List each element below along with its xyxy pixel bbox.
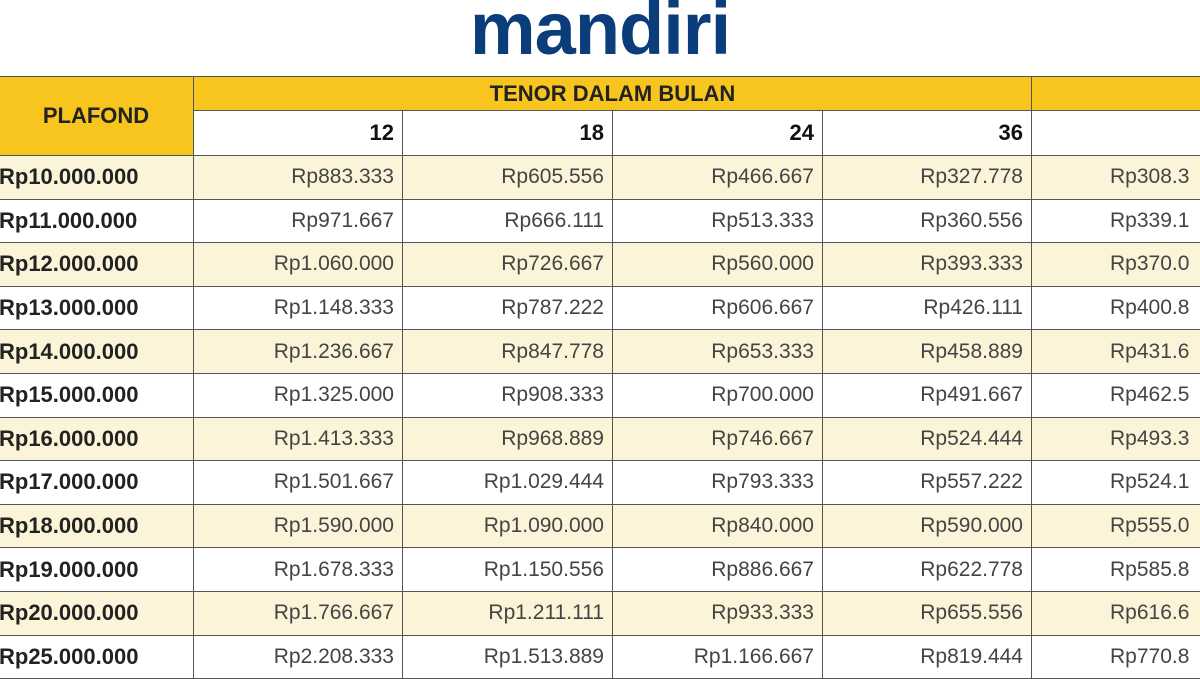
installment-cell: Rp590.000 xyxy=(822,503,1032,549)
installment-cell: Rp360.556 xyxy=(822,198,1032,244)
installment-cell: Rp653.333 xyxy=(612,329,823,374)
plafond-cell: Rp18.000.000 xyxy=(0,503,194,549)
installment-cell: Rp971.667 xyxy=(193,198,403,244)
installment-cell: Rp666.111 xyxy=(402,198,613,244)
installment-cell: Rp493.3 xyxy=(1031,416,1200,462)
installment-cell: Rp1.148.333 xyxy=(193,285,403,331)
installment-cell: Rp746.667 xyxy=(612,416,823,462)
installment-cell: Rp426.111 xyxy=(822,285,1032,331)
installment-cell: Rp513.333 xyxy=(612,198,823,244)
installment-cell: Rp1.150.556 xyxy=(402,547,613,592)
installment-cell: Rp1.325.000 xyxy=(193,373,403,418)
installment-cell: Rp458.889 xyxy=(822,329,1032,374)
installment-cell: Rp1.678.333 xyxy=(193,547,403,592)
installment-cell: Rp886.667 xyxy=(612,547,823,592)
installment-cell: Rp1.166.667 xyxy=(612,634,823,679)
column-header: 36 xyxy=(822,110,1032,156)
installment-cell: Rp557.222 xyxy=(822,460,1032,505)
plafond-cell: Rp14.000.000 xyxy=(0,329,194,374)
installment-cell: Rp524.444 xyxy=(822,416,1032,462)
installment-cell: Rp605.556 xyxy=(402,155,613,200)
column-header: 24 xyxy=(612,110,823,156)
plafond-cell: Rp13.000.000 xyxy=(0,285,194,331)
column-header xyxy=(1031,110,1200,156)
installment-cell: Rp622.778 xyxy=(822,547,1032,592)
installment-cell: Rp847.778 xyxy=(402,329,613,374)
plafond-cell: Rp12.000.000 xyxy=(0,242,194,287)
installment-cell: Rp1.236.667 xyxy=(193,329,403,374)
plafond-cell: Rp16.000.000 xyxy=(0,416,194,462)
installment-cell: Rp491.667 xyxy=(822,373,1032,418)
installment-cell: Rp393.333 xyxy=(822,242,1032,287)
installment-cell: Rp1.060.000 xyxy=(193,242,403,287)
plafond-cell: Rp15.000.000 xyxy=(0,373,194,418)
installment-cell: Rp700.000 xyxy=(612,373,823,418)
plafond-cell: Rp19.000.000 xyxy=(0,547,194,592)
plafond-header: PLAFOND xyxy=(0,76,194,156)
column-header: 12 xyxy=(193,110,403,156)
installment-cell: Rp908.333 xyxy=(402,373,613,418)
installment-cell: Rp560.000 xyxy=(612,242,823,287)
installment-cell: Rp431.6 xyxy=(1031,329,1200,374)
installment-cell: Rp883.333 xyxy=(193,155,403,200)
logo: mandiri xyxy=(469,0,731,70)
installment-cell: Rp726.667 xyxy=(402,242,613,287)
plafond-cell: Rp20.000.000 xyxy=(0,591,194,636)
installment-cell: Rp400.8 xyxy=(1031,285,1200,331)
column-header: 18 xyxy=(402,110,613,156)
installment-cell: Rp1.590.000 xyxy=(193,503,403,549)
installment-cell: Rp585.8 xyxy=(1031,547,1200,592)
installment-cell: Rp933.333 xyxy=(612,591,823,636)
installment-cell: Rp1.090.000 xyxy=(402,503,613,549)
installment-cell: Rp462.5 xyxy=(1031,373,1200,418)
installment-cell: Rp327.778 xyxy=(822,155,1032,200)
installment-cell: Rp1.029.444 xyxy=(402,460,613,505)
installment-cell: Rp968.889 xyxy=(402,416,613,462)
installment-cell: Rp1.211.111 xyxy=(402,591,613,636)
installment-cell: Rp466.667 xyxy=(612,155,823,200)
installment-cell: Rp308.3 xyxy=(1031,155,1200,200)
installment-cell: Rp787.222 xyxy=(402,285,613,331)
installment-cell: Rp555.0 xyxy=(1031,503,1200,549)
tenor-header: TENOR DALAM BULAN xyxy=(193,76,1032,112)
installment-cell: Rp616.6 xyxy=(1031,591,1200,636)
installment-cell: Rp1.413.333 xyxy=(193,416,403,462)
plafond-cell: Rp11.000.000 xyxy=(0,198,194,244)
plafond-cell: Rp17.000.000 xyxy=(0,460,194,505)
installment-cell: Rp1.513.889 xyxy=(402,634,613,679)
installment-cell: Rp606.667 xyxy=(612,285,823,331)
installment-cell: Rp2.208.333 xyxy=(193,634,403,679)
installment-cell: Rp1.766.667 xyxy=(193,591,403,636)
installment-cell: Rp840.000 xyxy=(612,503,823,549)
installment-cell: Rp370.0 xyxy=(1031,242,1200,287)
installment-cell: Rp770.8 xyxy=(1031,634,1200,679)
installment-cell: Rp1.501.667 xyxy=(193,460,403,505)
installment-cell: Rp655.556 xyxy=(822,591,1032,636)
plafond-cell: Rp10.000.000 xyxy=(0,155,194,200)
installment-cell: Rp524.1 xyxy=(1031,460,1200,505)
plafond-cell: Rp25.000.000 xyxy=(0,634,194,679)
installment-cell: Rp819.444 xyxy=(822,634,1032,679)
installment-cell: Rp793.333 xyxy=(612,460,823,505)
header-extra xyxy=(1031,76,1200,112)
installment-cell: Rp339.1 xyxy=(1031,198,1200,244)
